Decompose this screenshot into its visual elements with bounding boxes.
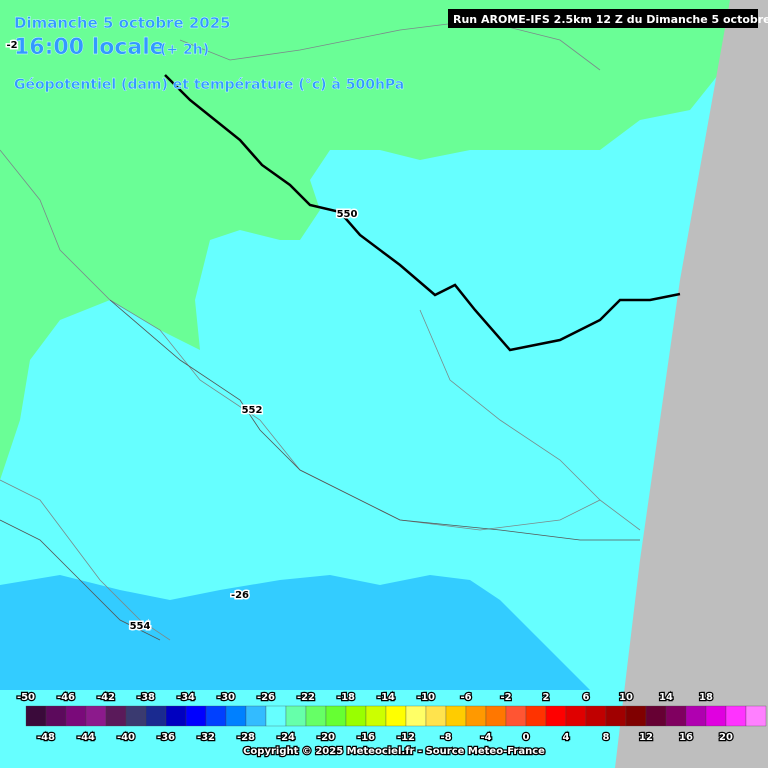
- legend-label: -28: [237, 732, 255, 743]
- legend-swatch: [285, 705, 307, 727]
- run-box: [448, 9, 758, 28]
- legend-swatch: [305, 705, 327, 727]
- legend-label: -34: [177, 692, 195, 703]
- legend-label: -30: [217, 692, 235, 703]
- legend-label: -50: [17, 692, 35, 703]
- legend-swatch: [745, 705, 767, 727]
- legend-label: -20: [317, 732, 335, 743]
- legend-swatch: [425, 705, 447, 727]
- legend-swatch: [185, 705, 207, 727]
- contour-554: [0, 519, 161, 641]
- legend-label: -2: [500, 692, 511, 703]
- legend-swatch: [145, 705, 167, 727]
- legend-label: -8: [440, 732, 451, 743]
- legend-label: -14: [377, 692, 395, 703]
- legend-swatch: [365, 705, 387, 727]
- legend-label: -38: [137, 692, 155, 703]
- contour-550: [164, 74, 681, 352]
- legend-label: 10: [619, 692, 633, 703]
- legend-label: 2: [543, 692, 550, 703]
- legend-swatch: [225, 705, 247, 727]
- contour-label: 550: [337, 209, 358, 220]
- legend-swatch: [405, 705, 427, 727]
- legend-swatch: [345, 705, 367, 727]
- contour-label: 554: [130, 621, 151, 632]
- legend-swatch: [645, 705, 667, 727]
- offset: (+ 2h): [160, 42, 209, 58]
- legend-label: -12: [397, 732, 415, 743]
- contour-label: -26: [231, 590, 249, 601]
- legend-swatch: [165, 705, 187, 727]
- legend-label: -48: [37, 732, 55, 743]
- legend-swatch: [485, 705, 507, 727]
- border-line: [0, 479, 171, 641]
- legend-label: 8: [603, 732, 610, 743]
- legend-swatch: [465, 705, 487, 727]
- labels: Dimanche 5 octobre 2025 16:00 locale(+ 2h…: [5, 13, 768, 634]
- legend-label: 0: [523, 732, 530, 743]
- legend-label: -6: [460, 692, 471, 703]
- legend-swatch: [585, 705, 607, 727]
- legend-label: -42: [97, 692, 115, 703]
- legend-swatch: [625, 705, 647, 727]
- legend-label: 12: [639, 732, 653, 743]
- legend-label: -4: [480, 732, 491, 743]
- contour-label: 552: [242, 405, 263, 416]
- legend-swatch: [505, 705, 527, 727]
- border-line: [419, 309, 601, 501]
- legend-swatch: [445, 705, 467, 727]
- legend-swatch: [245, 705, 267, 727]
- run-info: Run AROME-IFS 2.5km 12 Z du Dimanche 5 o…: [453, 13, 768, 26]
- legend-swatch: [525, 705, 547, 727]
- legend-swatch: [665, 705, 687, 727]
- legend-label: -18: [337, 692, 355, 703]
- legend-swatch: [725, 705, 747, 727]
- legend-swatch: [65, 705, 87, 727]
- contour-label: -2: [6, 40, 17, 51]
- date: Dimanche 5 octobre 2025: [14, 14, 231, 32]
- border-line: [179, 19, 601, 71]
- legend-swatch: [105, 705, 127, 727]
- out-of-domain: [615, 0, 768, 768]
- time: 16:00 locale: [14, 35, 165, 60]
- legend-label: -36: [157, 732, 175, 743]
- legend-label: 16: [679, 732, 693, 743]
- contour-552: [109, 299, 640, 541]
- legend-swatch: [85, 705, 107, 727]
- legend-swatch: [685, 705, 707, 727]
- legend-label: -24: [277, 732, 295, 743]
- border-line: [0, 149, 641, 531]
- legend-label: -46: [57, 692, 75, 703]
- legend-swatch: [605, 705, 627, 727]
- legend-swatch: [385, 705, 407, 727]
- blue-area: [0, 575, 590, 690]
- legend: -50 -46 -42 -38 -34 -30 -26 -22 -18 -14 -10 -6 -2 2 6 1…: [16, 691, 767, 758]
- legend-label: 6: [583, 692, 590, 703]
- legend-label: 20: [719, 732, 733, 743]
- legend-label: -16: [357, 732, 375, 743]
- legend-label: 4: [563, 732, 570, 743]
- legend-label: -10: [417, 692, 435, 703]
- legend-label: -40: [117, 732, 135, 743]
- legend-swatch: [705, 705, 727, 727]
- legend-swatch: [325, 705, 347, 727]
- legend-swatch: [565, 705, 587, 727]
- legend-swatch: [265, 705, 287, 727]
- legend-swatch: [545, 705, 567, 727]
- legend-label: -26: [257, 692, 275, 703]
- legend-swatch: [125, 705, 147, 727]
- subtitle: Géopotentiel (dam) et température (°c) à…: [14, 77, 404, 93]
- copyright: Copyright © 2025 Meteociel.fr - Source M…: [243, 746, 545, 757]
- legend-label: -22: [297, 692, 315, 703]
- legend-swatch: [25, 705, 47, 727]
- legend-label: 14: [659, 692, 673, 703]
- legend-swatch: [45, 705, 67, 727]
- legend-label: 18: [699, 692, 713, 703]
- green-area: [0, 0, 730, 480]
- legend-swatch: [205, 705, 227, 727]
- legend-label: -44: [77, 732, 95, 743]
- legend-label: -32: [197, 732, 215, 743]
